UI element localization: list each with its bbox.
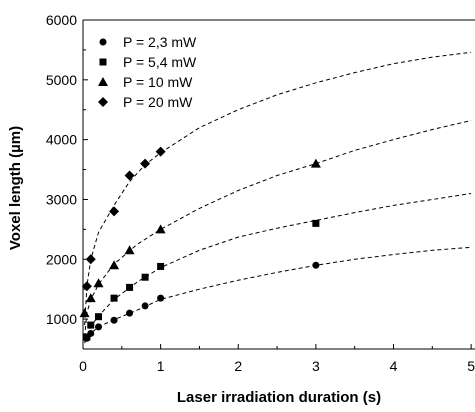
- data-point-series-2: [83, 333, 91, 341]
- data-point-series-4: [155, 146, 166, 157]
- axes: 0 1 2 3 4 5 1000 2000 3000 4000 5000 6000: [46, 12, 475, 374]
- data-point-series-2: [141, 273, 149, 281]
- x-tick-label: 2: [234, 358, 242, 374]
- data-point-series-1: [126, 309, 134, 317]
- y-tick-label: 2000: [46, 251, 77, 267]
- legend-label-series-2: P = 5,4 mW: [123, 54, 197, 70]
- x-tick-label: 1: [157, 358, 165, 374]
- data-point-series-3: [109, 260, 120, 270]
- fit-line-series-1: [84, 246, 472, 344]
- data-point-series-1: [110, 316, 118, 324]
- legend: P = 2,3 mW P = 5,4 mW P = 10 mW P = 20 mW: [98, 34, 197, 110]
- data-point-series-2: [126, 283, 134, 291]
- data-point-series-2: [95, 313, 103, 321]
- data-point-series-3: [310, 158, 321, 168]
- y-tick-label: 1000: [46, 311, 77, 327]
- x-tick-label: 5: [467, 358, 475, 374]
- data-point-series-3: [155, 224, 166, 234]
- y-tick-label: 6000: [46, 12, 77, 28]
- x-axis-label: Laser irradiation duration (s): [177, 389, 381, 406]
- data-point-series-3: [93, 278, 104, 288]
- data-point-series-4: [85, 254, 96, 265]
- data-point-series-2: [312, 219, 320, 227]
- fit-line-series-3: [84, 120, 472, 338]
- data-point-series-2: [157, 262, 165, 270]
- data-point-series-4: [124, 170, 135, 181]
- legend-label-series-4: P = 20 mW: [123, 94, 193, 110]
- legend-marker-series-3: [98, 77, 108, 86]
- fit-line-series-2: [84, 193, 472, 342]
- data-point-series-1: [141, 302, 149, 310]
- legend-marker-series-1: [99, 38, 107, 46]
- legend-label-series-1: P = 2,3 mW: [123, 34, 197, 50]
- data-point-series-1: [95, 323, 103, 331]
- data-point-series-3: [124, 245, 135, 255]
- data-point-series-2: [87, 321, 95, 329]
- data-point-series-4: [109, 206, 120, 217]
- x-tick-label: 3: [312, 358, 320, 374]
- legend-marker-series-2: [99, 58, 107, 66]
- x-tick-label: 4: [390, 358, 398, 374]
- data-point-series-3: [79, 308, 90, 318]
- y-tick-label: 5000: [46, 72, 77, 88]
- fit-line-series-4: [84, 51, 472, 326]
- legend-marker-series-4: [98, 97, 108, 107]
- y-axis-label: Voxel length (µm): [7, 126, 24, 250]
- y-tick-label: 4000: [46, 132, 77, 148]
- data-point-series-2: [110, 294, 118, 302]
- data-point-series-1: [312, 261, 320, 269]
- legend-label-series-3: P = 10 mW: [123, 74, 193, 90]
- data-point-series-1: [157, 294, 165, 302]
- data-point-series-3: [85, 293, 96, 303]
- data-point-series-4: [140, 158, 151, 169]
- data-points: [79, 146, 321, 342]
- y-tick-label: 3000: [46, 191, 77, 207]
- x-tick-label: 0: [79, 358, 87, 374]
